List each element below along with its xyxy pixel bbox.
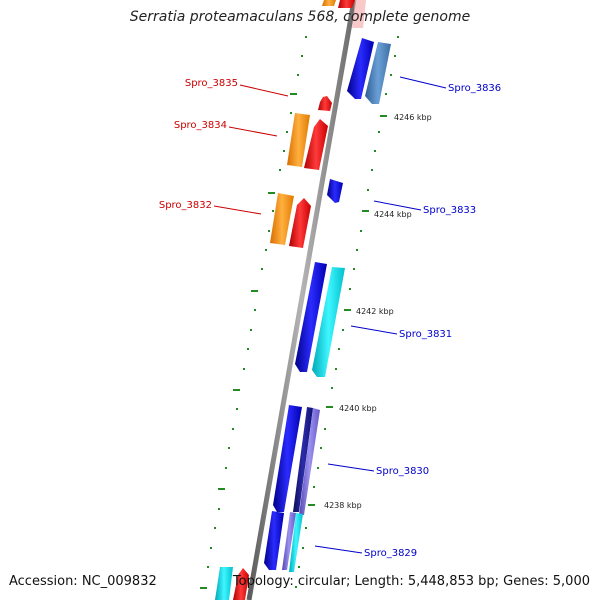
gene-spro-3830-a[interactable] [273, 405, 302, 512]
accession-label: Accession: NC_009832 [9, 574, 157, 589]
genome-backbone [246, 0, 357, 600]
gene-spro-3831-b[interactable] [312, 267, 345, 377]
gene-label-spro-3830[interactable]: Spro_3830 [376, 466, 429, 477]
gene-spro-3830-b[interactable] [293, 407, 313, 512]
gene-label-spro-3836[interactable]: Spro_3836 [448, 83, 501, 94]
kbp-label-4240: 4240 kbp [339, 404, 377, 413]
gene-spro-3834-red[interactable] [304, 119, 328, 170]
right-tick-track [295, 36, 399, 588]
gene-spro-3831-a[interactable] [295, 262, 327, 372]
gene-label-spro-3835[interactable]: Spro_3835 [185, 78, 238, 89]
gene-pink-top-partial[interactable] [352, 0, 366, 28]
gene-spro-3834-orange[interactable] [287, 113, 310, 167]
gene-spro-3833[interactable] [327, 179, 343, 203]
kbp-label-4238: 4238 kbp [324, 501, 362, 510]
kbp-label-4244: 4244 kbp [374, 210, 412, 219]
gene-bottom-red[interactable] [233, 568, 249, 600]
kbp-label-4246: 4246 kbp [394, 113, 432, 122]
gene-orange-top-partial[interactable] [322, 0, 336, 6]
gene-spro-3829-a[interactable] [264, 511, 284, 570]
gene-spro-3836-a[interactable] [347, 38, 374, 99]
gene-spro-3830-c[interactable] [299, 408, 320, 515]
gene-spro-3832-red[interactable] [289, 198, 311, 248]
gene-label-spro-3833[interactable]: Spro_3833 [423, 205, 476, 216]
genome-summary: Topology: circular; Length: 5,448,853 bp… [232, 574, 590, 589]
gene-spro-3836-b[interactable] [365, 42, 391, 104]
gene-label-spro-3834[interactable]: Spro_3834 [174, 120, 227, 131]
gene-spro-3829-b[interactable] [282, 512, 296, 570]
gene-label-spro-3831[interactable]: Spro_3831 [399, 329, 452, 340]
gene-red-top-partial[interactable] [338, 0, 355, 8]
leader-lines [213, 76, 447, 554]
map-title: Serratia proteamaculans 568, complete ge… [129, 9, 471, 25]
gene-spro-3829-c[interactable] [289, 513, 303, 572]
gene-spro-3832-orange[interactable] [270, 193, 294, 245]
gene-label-spro-3829[interactable]: Spro_3829 [364, 548, 417, 559]
left-tick-track [200, 36, 307, 589]
gene-bottom-cyan[interactable] [215, 567, 233, 600]
kbp-label-4242: 4242 kbp [356, 307, 394, 316]
gene-label-spro-3832[interactable]: Spro_3832 [159, 200, 212, 211]
gene-spro-3835[interactable] [318, 96, 332, 111]
